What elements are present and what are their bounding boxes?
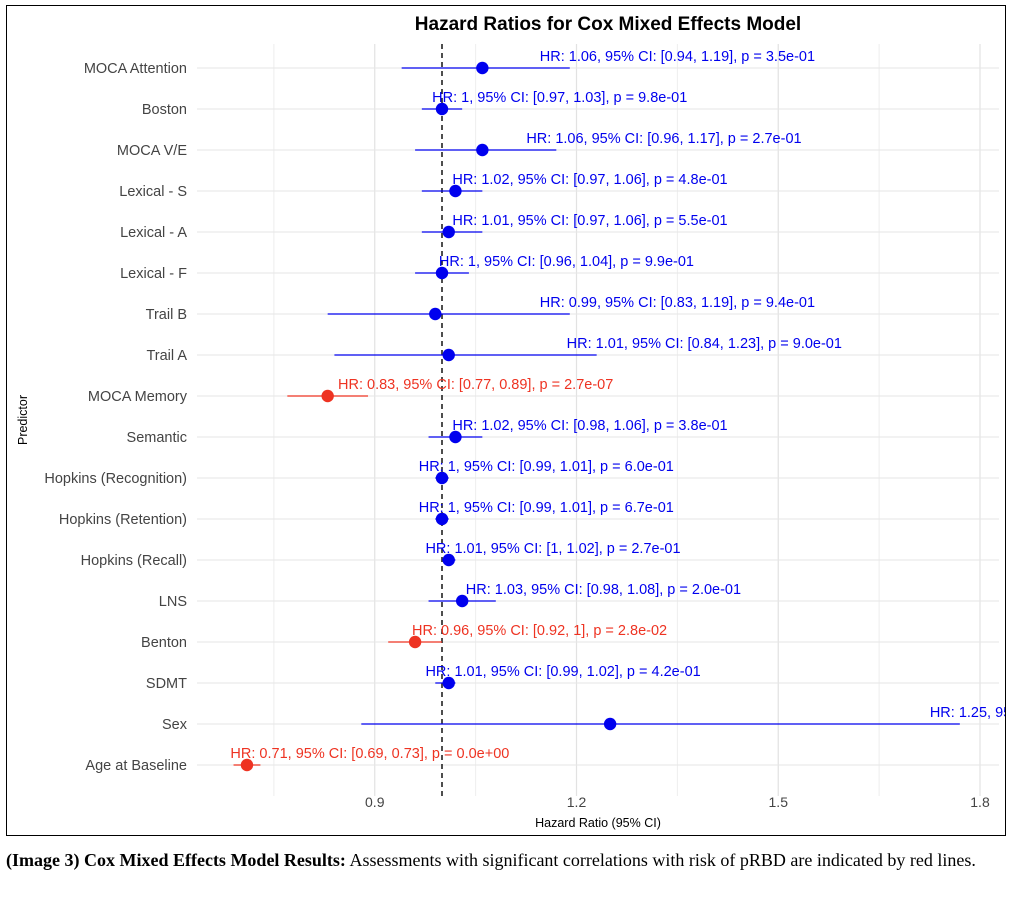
caption-lead: (Image 3) Cox Mixed Effects Model Result… — [6, 850, 346, 870]
hr-annotation: HR: 1.01, 95% CI: [0.84, 1.23], p = 9.0e… — [567, 336, 842, 352]
hazard-ratio-point — [435, 266, 449, 280]
predictor-label: SDMT — [146, 676, 187, 692]
x-tick-label: 1.2 — [567, 794, 587, 810]
predictor-label: MOCA Attention — [84, 61, 187, 77]
hazard-ratio-point — [321, 389, 334, 403]
hr-annotation: HR: 0.83, 95% CI: [0.77, 0.89], p = 2.7e… — [338, 377, 613, 393]
hazard-ratio-point — [603, 717, 617, 731]
hazard-ratio-point — [449, 430, 462, 444]
figure-caption: (Image 3) Cox Mixed Effects Model Result… — [6, 846, 1006, 874]
hr-annotation: HR: 0.99, 95% CI: [0.83, 1.19], p = 9.4e… — [540, 295, 815, 311]
hr-annotation: HR: 1.01, 95% CI: [1, 1.02], p = 2.7e-01 — [425, 541, 680, 557]
figure-frame: Hazard Ratios for Cox Mixed Effects Mode… — [6, 5, 1006, 836]
hr-annotation: HR: 1.01, 95% CI: [0.97, 1.06], p = 5.5e… — [452, 213, 727, 229]
hr-annotation: HR: 1.02, 95% CI: [0.98, 1.06], p = 3.8e… — [452, 418, 727, 434]
predictor-label: Hopkins (Recognition) — [44, 471, 187, 487]
hr-annotation: HR: 1, 95% CI: [0.99, 1.01], p = 6.0e-01 — [419, 459, 674, 475]
hr-annotation: HR: 1.01, 95% CI: [0.99, 1.02], p = 4.2e… — [425, 664, 700, 680]
hazard-ratio-point — [442, 225, 455, 239]
predictor-label: Age at Baseline — [85, 758, 187, 774]
hr-annotation: HR: 1.02, 95% CI: [0.97, 1.06], p = 4.8e… — [452, 172, 727, 188]
predictor-label: Hopkins (Retention) — [59, 512, 187, 528]
predictor-label: LNS — [159, 594, 187, 610]
hazard-ratio-point — [442, 553, 455, 567]
caption-body: Assessments with significant correlation… — [345, 850, 976, 870]
predictor-label: Trail B — [146, 307, 187, 323]
x-axis-title: Hazard Ratio (95% CI) — [535, 816, 661, 830]
hr-annotation: HR: 1.06, 95% CI: [0.94, 1.19], p = 3.5e… — [540, 49, 815, 65]
predictor-label: MOCA V/E — [117, 143, 187, 159]
hr-annotation: HR: 1.06, 95% CI: [0.96, 1.17], p = 2.7e… — [526, 131, 801, 147]
hazard-ratio-point — [435, 102, 449, 116]
hazard-ratio-point — [240, 758, 254, 772]
predictor-label: Semantic — [127, 430, 187, 446]
chart-title: Hazard Ratios for Cox Mixed Effects Mode… — [415, 14, 801, 35]
x-tick-label: 1.8 — [970, 794, 990, 810]
predictor-label: Lexical - F — [120, 266, 187, 282]
predictor-label: Hopkins (Recall) — [81, 553, 187, 569]
hazard-ratio-point — [429, 307, 442, 321]
predictor-label: Sex — [162, 717, 188, 733]
hr-annotation: HR: 1, 95% CI: [0.99, 1.01], p = 6.7e-01 — [419, 500, 674, 516]
hazard-ratio-point — [408, 635, 422, 649]
hazard-ratio-point — [455, 594, 469, 608]
predictor-label: Benton — [141, 635, 187, 651]
hazard-ratio-point — [435, 512, 449, 526]
forest-plot: Hazard Ratios for Cox Mixed Effects Mode… — [16, 14, 1005, 830]
hr-annotation: HR: 1, 95% CI: [0.97, 1.03], p = 9.8e-01 — [432, 90, 687, 106]
x-tick-label: 1.5 — [769, 794, 789, 810]
hazard-ratio-point — [442, 676, 455, 690]
hazard-ratio-point — [449, 184, 462, 198]
hr-annotation: HR: 0.71, 95% CI: [0.69, 0.73], p = 0.0e… — [230, 746, 509, 762]
hr-annotation: HR: 0.96, 95% CI: [0.92, 1], p = 2.8e-02 — [412, 623, 667, 639]
predictor-label: Boston — [142, 102, 187, 118]
predictor-label: Trail A — [146, 348, 187, 364]
hr-annotation: HR: 1, 95% CI: [0.96, 1.04], p = 9.9e-01 — [439, 254, 694, 270]
x-tick-label: 0.9 — [365, 794, 385, 810]
hr-annotation: HR: 1.03, 95% CI: [0.98, 1.08], p = 2.0e… — [466, 582, 741, 598]
hr-annotation: HR: 1.25, 95% CI: [0.88, 1.77], p = 2.1e… — [930, 705, 1005, 721]
predictor-label: Lexical - A — [120, 225, 187, 241]
hazard-ratio-point — [435, 471, 449, 485]
predictor-label: Lexical - S — [119, 184, 187, 200]
hazard-ratio-point — [476, 143, 489, 157]
y-axis-title: Predictor — [16, 395, 30, 445]
hazard-ratio-point — [442, 348, 455, 362]
hazard-ratio-point — [476, 61, 489, 75]
predictor-label: MOCA Memory — [88, 389, 188, 405]
